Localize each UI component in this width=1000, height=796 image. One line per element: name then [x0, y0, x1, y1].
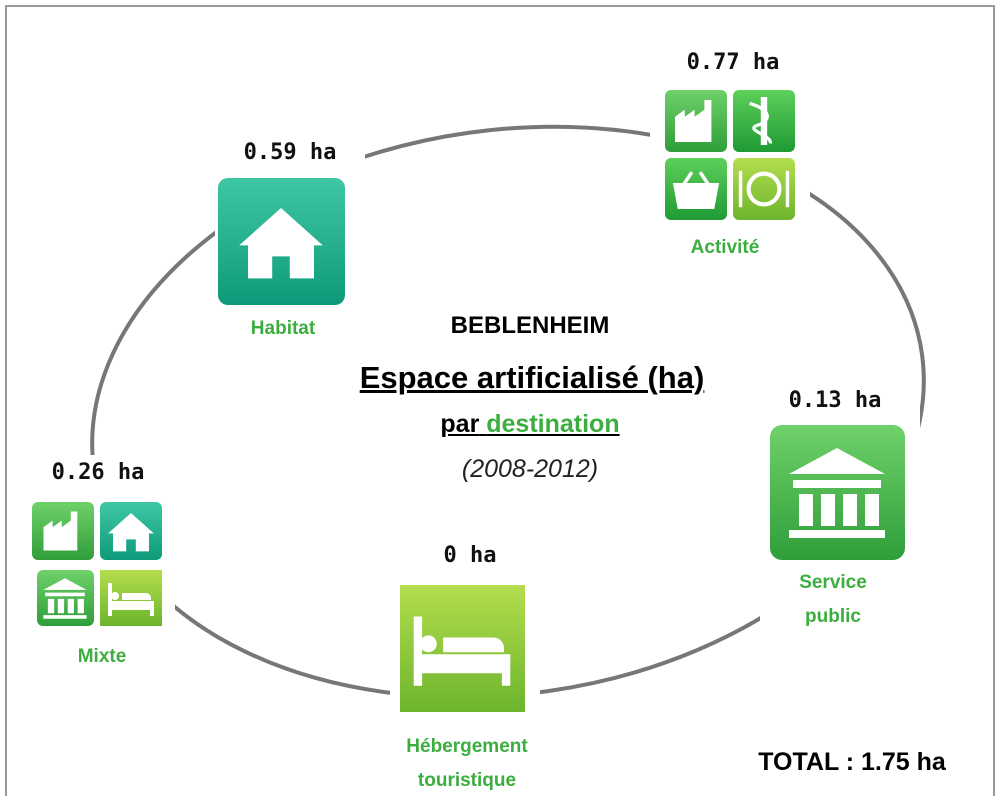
node-value: 0 ha [443, 543, 497, 568]
subtitle-word: destination [486, 410, 620, 438]
subtitle-prefix: par [440, 410, 480, 438]
period: (2008-2012) [461, 455, 599, 483]
habitat-icon [218, 178, 345, 305]
node-value: 0.26 ha [51, 460, 145, 485]
node-value: 0.59 ha [243, 140, 337, 165]
mixte-icon [32, 502, 162, 626]
node-label: Service public [799, 572, 867, 627]
node-label: Mixte [77, 646, 127, 667]
subtitle: par destination [440, 410, 619, 439]
node-value: 0.13 ha [788, 388, 882, 413]
hebergement-icon [400, 585, 525, 712]
node-label: Activité [690, 237, 760, 258]
total: TOTAL : 1.75 ha [758, 748, 946, 776]
node-label: Habitat [250, 318, 316, 339]
title: Espace artificialisé (ha) [359, 360, 705, 395]
place: BEBLENHEIM [450, 312, 610, 339]
service-icon [770, 425, 905, 560]
frame [5, 5, 995, 796]
activite-icon [665, 90, 795, 220]
node-label: Hébergement touristique [406, 736, 528, 791]
node-value: 0.77 ha [686, 50, 780, 75]
